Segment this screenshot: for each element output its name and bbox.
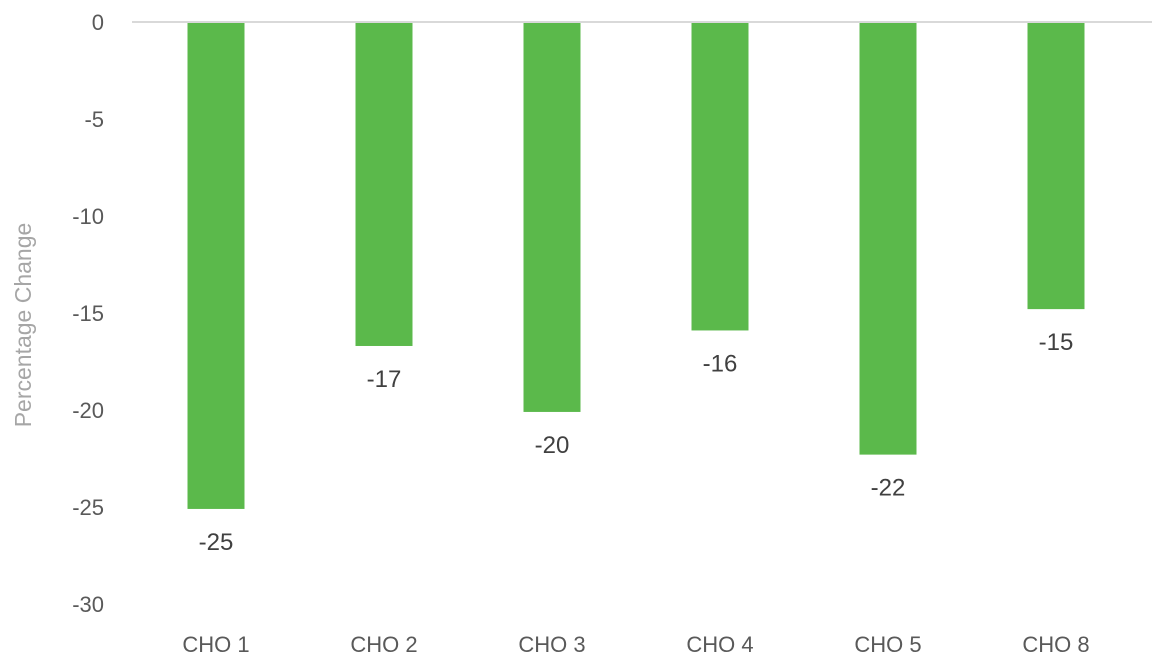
y-tick-label: -5 xyxy=(84,107,104,132)
category-label-5: CHO 5 xyxy=(854,632,921,657)
category-label-3: CHO 3 xyxy=(518,632,585,657)
data-label-5: -22 xyxy=(871,475,906,502)
y-tick-label: -10 xyxy=(72,204,104,229)
category-label-1: CHO 1 xyxy=(182,632,249,657)
y-tick-labels: 0 -5 -10 -15 -20 -25 -30 xyxy=(72,10,104,617)
data-label-4: -16 xyxy=(703,350,738,377)
y-axis-title: Percentage Change xyxy=(10,223,36,428)
y-tick-label: -15 xyxy=(72,301,104,326)
bar-6 xyxy=(1027,22,1085,310)
category-label-6: CHO 8 xyxy=(1022,632,1089,657)
y-tick-label: -25 xyxy=(72,495,104,520)
data-label-2: -17 xyxy=(367,366,402,393)
bar-3 xyxy=(523,22,581,412)
data-label-6: -15 xyxy=(1039,329,1074,356)
data-label-3: -20 xyxy=(535,432,570,459)
y-tick-label: 0 xyxy=(92,10,104,35)
category-label-2: CHO 2 xyxy=(350,632,417,657)
bar-2 xyxy=(355,22,413,346)
category-label-4: CHO 4 xyxy=(686,632,753,657)
data-labels: -25 -17 -20 -16 -22 -15 xyxy=(199,329,1074,556)
bar-5 xyxy=(859,22,917,455)
bar-4 xyxy=(691,22,749,331)
y-tick-label: -20 xyxy=(72,398,104,423)
data-label-1: -25 xyxy=(199,529,234,556)
bar-1 xyxy=(187,22,245,509)
bars-group xyxy=(187,22,1085,509)
y-tick-label: -30 xyxy=(72,592,104,617)
category-labels: CHO 1 CHO 2 CHO 3 CHO 4 CHO 5 CHO 8 xyxy=(182,632,1089,657)
